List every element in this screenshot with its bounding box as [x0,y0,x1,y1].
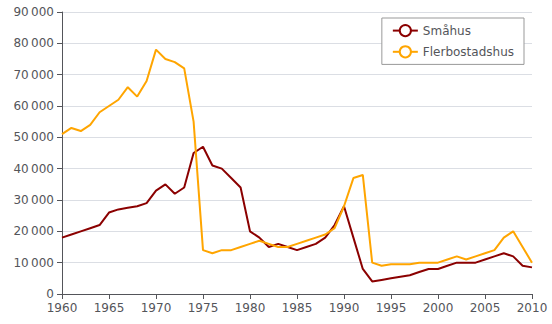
svg-text:50 000: 50 000 [13,130,54,144]
svg-text:10 000: 10 000 [13,256,54,270]
svg-text:1960: 1960 [47,301,78,315]
svg-text:0: 0 [46,287,54,301]
svg-text:Småhus: Småhus [423,24,471,38]
svg-text:80 000: 80 000 [13,36,54,50]
svg-text:1980: 1980 [235,301,266,315]
svg-text:1965: 1965 [94,301,125,315]
svg-text:Flerbostadshus: Flerbostadshus [423,45,514,59]
svg-text:2005: 2005 [470,301,501,315]
svg-text:1975: 1975 [188,301,219,315]
svg-text:70 000: 70 000 [13,68,54,82]
svg-text:1995: 1995 [376,301,407,315]
svg-text:2000: 2000 [423,301,454,315]
svg-text:1990: 1990 [329,301,360,315]
svg-text:60 000: 60 000 [13,99,54,113]
svg-text:1970: 1970 [141,301,172,315]
svg-text:2010: 2010 [517,301,548,315]
svg-text:1985: 1985 [282,301,313,315]
svg-text:90 000: 90 000 [13,5,54,19]
svg-text:30 000: 30 000 [13,193,54,207]
svg-text:20 000: 20 000 [13,224,54,238]
svg-text:40 000: 40 000 [13,162,54,176]
